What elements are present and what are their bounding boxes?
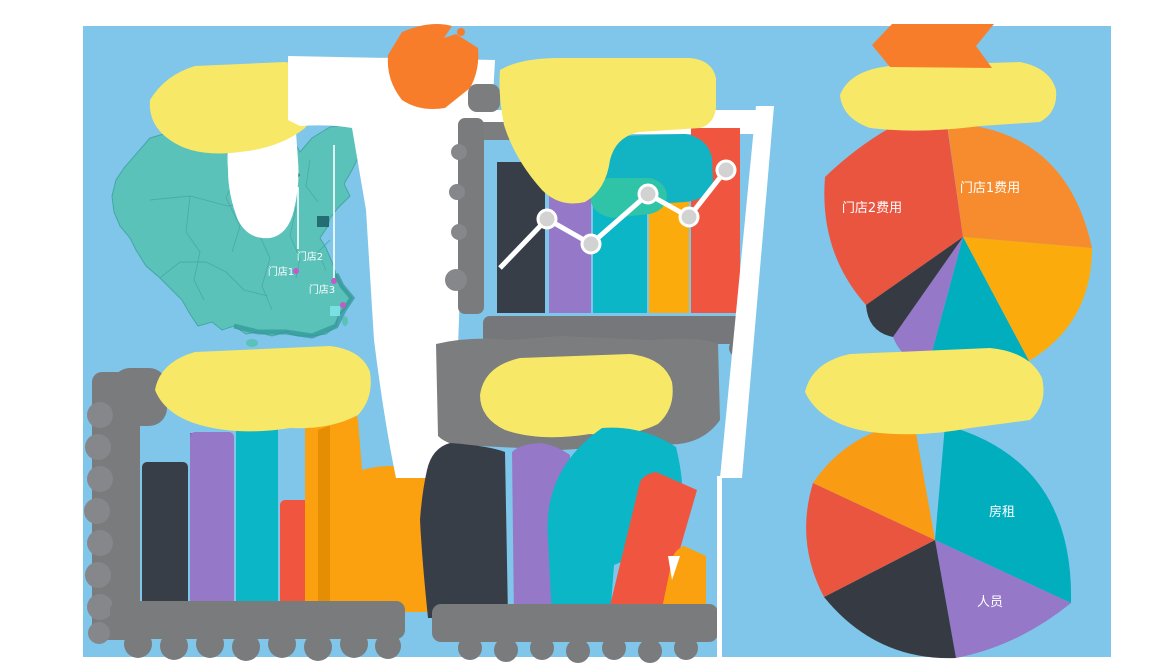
taiwan-island [342,316,348,326]
pie-slice-dark[interactable] [824,540,956,659]
bar-orange-blob [305,399,459,612]
yellow-blob-combo-title [499,58,716,204]
bottom-center-bar-chart [420,336,720,663]
yellow-blob-map-title [149,62,317,154]
yellow-blob-bc-title [480,354,673,438]
bar [142,462,188,612]
x-axis-band [110,601,405,639]
bar-white-notch [668,556,680,580]
map-cyan-patch [330,306,340,316]
store-marker-dot[interactable] [331,278,337,284]
pie1-label-orange: 门店1费用 [960,181,1020,196]
y-axis-band [458,118,484,314]
bar-series[interactable] [420,427,706,618]
bar [607,472,697,618]
gray-fragment [468,84,500,112]
top-right-pie-chart: 门店2费用 门店1费用 [824,24,1092,379]
map-label-store2[interactable]: 门店2 [297,250,323,263]
data-point [715,159,737,181]
coast-shadow [233,272,356,339]
trend-points[interactable] [536,159,737,255]
map-dark-patch [317,216,329,227]
pie-slice-orange[interactable] [947,123,1092,248]
hainan-island [246,339,258,347]
yellow-blob-bl-title [155,346,371,432]
gray-title-blob [112,368,167,426]
data-point [637,183,659,205]
white-blob-over-map [227,123,299,239]
map-markers[interactable]: 门店2 门店1 门店3 [268,145,346,308]
pie-slice-purple[interactable] [893,237,963,364]
pie-slice-dark[interactable] [866,237,963,337]
y-tick-blobs [84,402,113,644]
x-tick-blobs [124,630,401,661]
pie-slice-orange[interactable] [813,422,935,540]
data-point [678,206,700,228]
bar [190,432,234,612]
map-label-store1[interactable]: 门店1 [268,265,294,278]
map-label-store3[interactable]: 门店3 [309,283,335,296]
bar [236,422,278,612]
pie-slice-amber[interactable] [963,237,1092,361]
yellow-blob-pie1-title [840,62,1057,131]
bottom-right-pie-chart: 房租 人员 [805,348,1072,659]
pie1-label-red: 门店2费用 [842,201,902,216]
pie-slice-teal[interactable] [935,425,1072,603]
x-tick-blobs [458,636,698,663]
bar [420,443,508,618]
bar [497,162,545,313]
store-marker-dot[interactable] [293,268,299,274]
bar-series[interactable] [142,399,459,612]
bottom-left-bar-chart [84,368,459,661]
x-axis-band [432,604,718,642]
store-marker-dot[interactable] [340,302,346,308]
orange-blob-top-right [872,24,994,68]
bar-orange-shadow [318,426,330,610]
pie2-label-purple: 人员 [977,595,1003,610]
white-thin-line [717,476,722,658]
yellow-blob-pie2-title [805,348,1044,435]
data-point [580,233,602,255]
pie-slice-teal[interactable] [929,237,1029,379]
orange-blob-top-center [387,24,479,109]
pie2-label-teal: 房租 [989,504,1015,520]
pie-slice-red[interactable] [806,483,935,597]
white-frame-right-band [720,106,774,478]
pie-slice-purple[interactable] [935,540,1071,658]
y-tick-blobs [445,144,467,291]
pie-slice-red[interactable] [824,104,963,305]
data-point [536,208,558,230]
